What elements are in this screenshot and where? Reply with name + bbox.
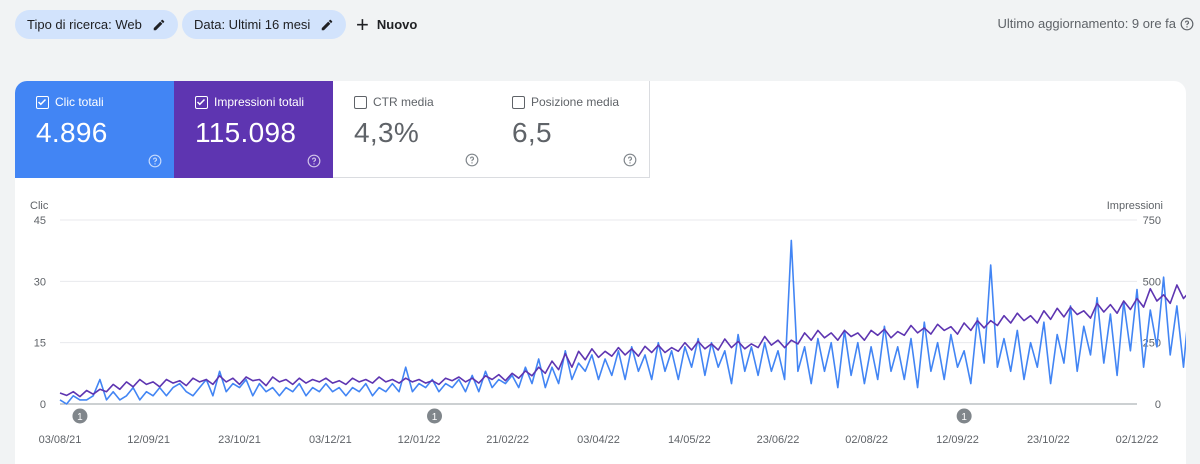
metric-tile-position[interactable]: Posizione media 6,5: [491, 81, 650, 178]
left-axis-title: Clic: [30, 200, 49, 212]
help-icon[interactable]: [307, 154, 321, 168]
right-axis-title: Impressioni: [1107, 200, 1163, 212]
x-tick-label: 12/09/21: [127, 434, 170, 446]
x-tick-label: 12/09/22: [936, 434, 979, 446]
right-tick-label: 750: [1143, 215, 1161, 227]
x-tick-label: 02/08/22: [845, 434, 888, 446]
help-icon[interactable]: [623, 153, 637, 167]
left-tick-label: 30: [34, 276, 46, 288]
right-tick-label: 500: [1143, 276, 1161, 288]
metric-tile-ctr[interactable]: CTR media 4,3%: [333, 81, 492, 178]
search-type-filter-chip[interactable]: Tipo di ricerca: Web: [15, 10, 178, 39]
metric-label: Clic totali: [55, 95, 104, 109]
metric-label: Posizione media: [531, 95, 620, 109]
checkbox-unchecked-icon[interactable]: [354, 95, 367, 109]
checkbox-checked-icon[interactable]: [195, 95, 208, 109]
edit-pencil-icon: [153, 19, 165, 30]
last-update-status: Ultimo aggiornamento: 9 ore fa: [998, 16, 1194, 31]
metric-label: Impressioni totali: [214, 95, 305, 109]
help-icon[interactable]: [1180, 17, 1194, 31]
x-tick-label: 03/08/21: [39, 434, 82, 446]
help-icon[interactable]: [148, 154, 162, 168]
new-filter-label: Nuovo: [376, 17, 418, 32]
metric-tile-clicks[interactable]: Clic totali 4.896: [15, 81, 174, 178]
left-tick-label: 15: [34, 338, 46, 350]
x-tick-label: 23/10/22: [1027, 434, 1070, 446]
x-tick-label: 12/01/22: [398, 434, 441, 446]
annotation-label: 1: [432, 412, 438, 423]
metric-tile-impressions[interactable]: Impressioni totali 115.098: [174, 81, 333, 178]
checkbox-checked-icon[interactable]: [36, 95, 49, 109]
metric-value: 4.896: [36, 117, 108, 148]
metric-value: 115.098: [195, 117, 297, 148]
last-update-text: Ultimo aggiornamento: 9 ore fa: [997, 16, 1176, 31]
performance-card: Clic totali 4.896 Impressioni totali 115…: [15, 81, 1186, 464]
metric-value: 6,5: [512, 117, 552, 148]
x-tick-label: 14/05/22: [668, 434, 711, 446]
edit-pencil-icon: [322, 19, 333, 30]
x-tick-label: 23/06/22: [757, 434, 800, 446]
metric-value: 4,3%: [354, 117, 420, 148]
annotation-marker[interactable]: 1: [72, 408, 88, 424]
right-tick-label: 0: [1155, 399, 1161, 411]
help-icon[interactable]: [465, 153, 479, 167]
search-type-filter-label: Tipo di ricerca: Web: [27, 17, 142, 32]
checkbox-unchecked-icon[interactable]: [512, 95, 525, 109]
x-tick-label: 02/12/22: [1116, 434, 1159, 446]
series-line-impressioni: [59, 284, 1186, 398]
annotation-marker[interactable]: 1: [956, 408, 972, 424]
x-tick-label: 03/12/21: [309, 434, 352, 446]
filter-bar: Tipo di ricerca: Web Data: Ultimi 16 mes…: [0, 0, 1200, 50]
left-tick-label: 0: [40, 399, 46, 411]
series-line-clic: [59, 239, 1186, 405]
x-tick-label: 21/02/22: [486, 434, 529, 446]
annotation-label: 1: [77, 412, 83, 423]
date-filter-label: Data: Ultimi 16 mesi: [194, 17, 311, 32]
plus-icon: +: [356, 11, 369, 37]
x-tick-label: 23/10/21: [218, 434, 261, 446]
x-tick-label: 03/04/22: [577, 434, 620, 446]
metric-label: CTR media: [373, 95, 434, 109]
annotation-marker[interactable]: 1: [427, 408, 443, 424]
left-tick-label: 45: [34, 215, 46, 227]
annotation-label: 1: [961, 412, 967, 423]
date-filter-chip[interactable]: Data: Ultimi 16 mesi: [182, 10, 347, 39]
new-filter-button[interactable]: + Nuovo: [356, 10, 417, 39]
